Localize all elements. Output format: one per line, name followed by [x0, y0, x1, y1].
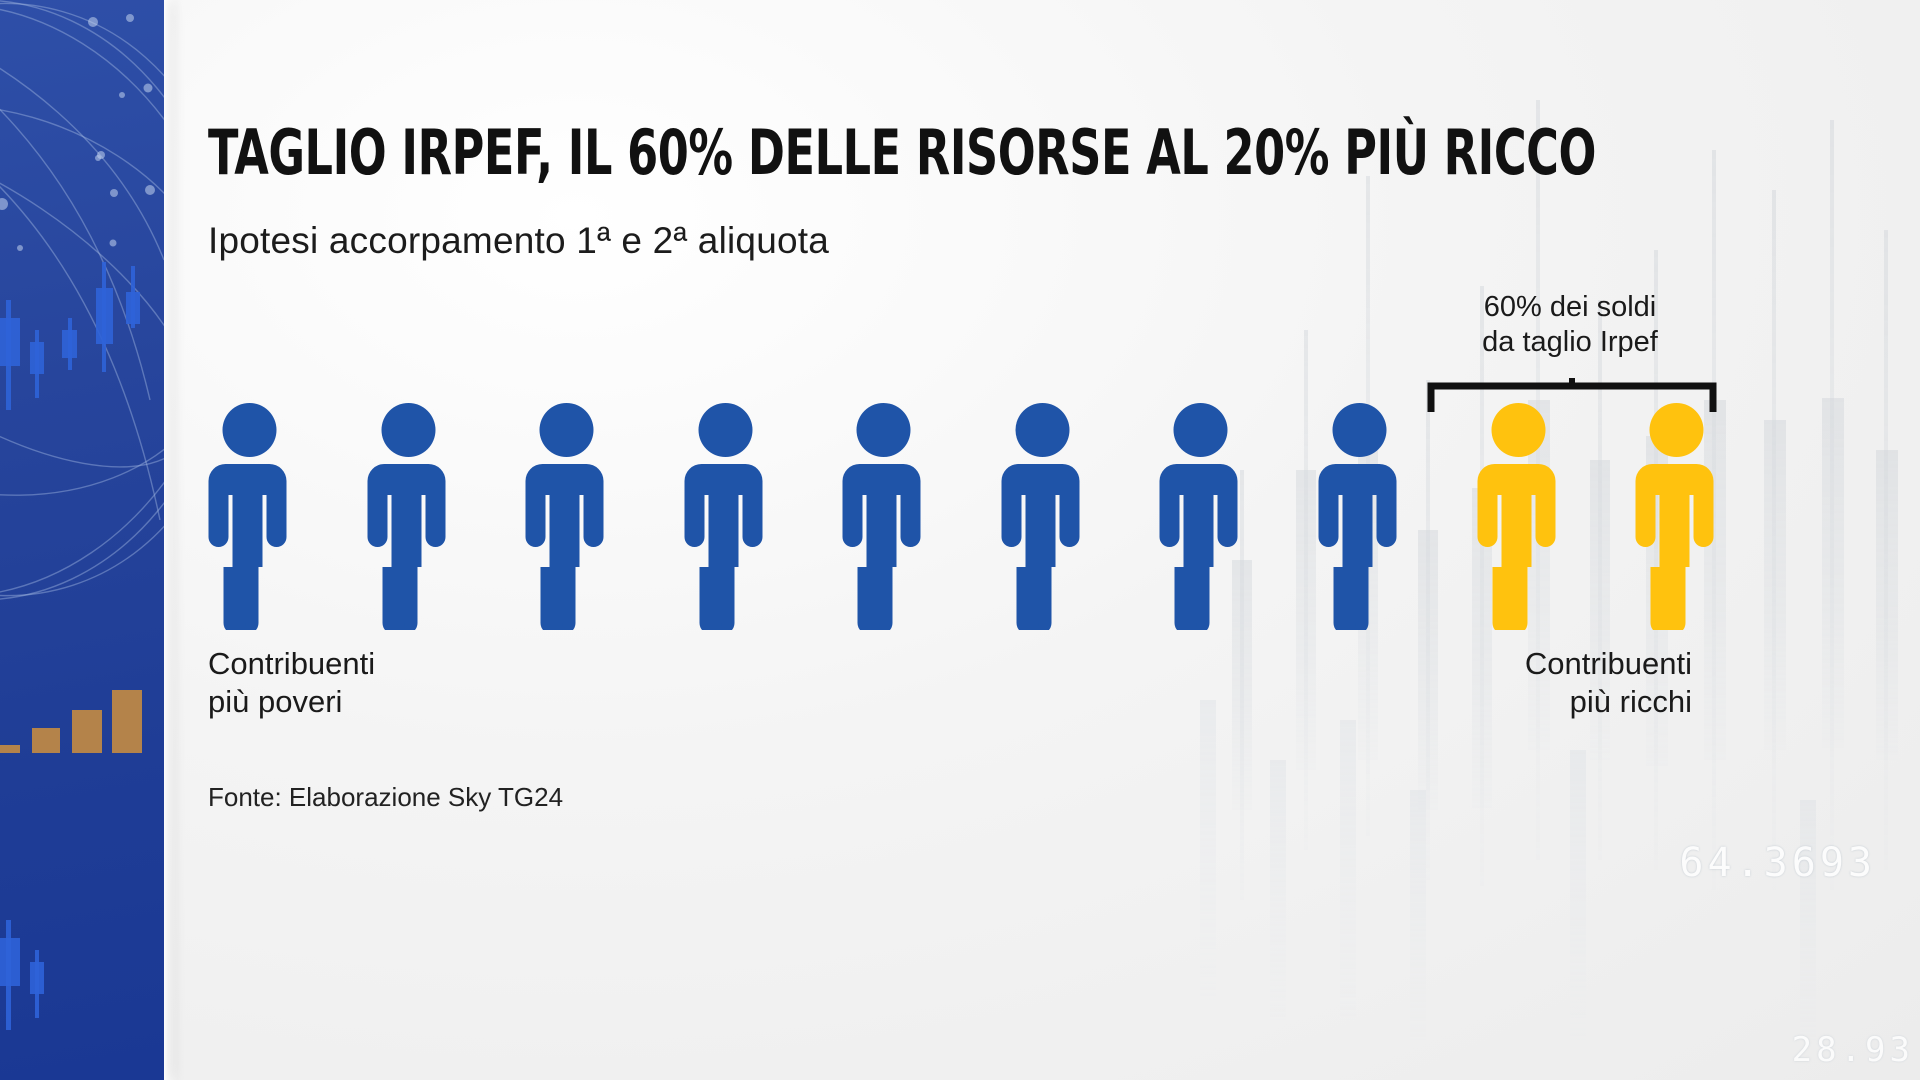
label-poorest-line-2: più poveri	[208, 683, 343, 719]
source-note: Fonte: Elaborazione Sky TG24	[208, 782, 564, 812]
label-richest-line-2: più ricchi	[1569, 683, 1692, 719]
callout-line-2: da taglio Irpef	[1482, 326, 1658, 359]
person-icon-poor-7	[1159, 403, 1238, 630]
person-icon-poor-2	[367, 403, 446, 630]
person-icon-poor-8	[1318, 403, 1397, 630]
page-subtitle: Ipotesi accorpamento 1ª e 2ª aliquota	[208, 220, 830, 261]
person-icon-rich-1	[1477, 403, 1555, 630]
sidebar-globe-graphic	[0, 0, 164, 1030]
pictogram-row	[198, 400, 1728, 630]
sidebar-edge-highlight	[164, 0, 178, 1080]
person-icon-poor-4	[684, 403, 763, 630]
person-icon-rich-2	[1635, 403, 1714, 630]
background-digits-readout: 64.3693	[1679, 840, 1876, 886]
label-richest-line-1: Contribuenti	[1524, 646, 1692, 681]
callout-label: 60% dei soldi da taglio Irpef	[1420, 290, 1720, 361]
label-poorest-line-1: Contribuenti	[208, 646, 376, 681]
label-poorest-taxpayers: Contribuenti più poveri	[208, 645, 375, 721]
page-title: TAGLIO IRPEF, IL 60% DELLE RISORSE AL 20…	[208, 116, 1597, 189]
person-icon-poor-3	[525, 403, 604, 630]
person-icon-poor-6	[1001, 403, 1080, 630]
person-icon-poor-5	[842, 403, 921, 630]
background-digits-readout-secondary: 28.93	[1791, 1030, 1914, 1070]
person-icon-poor-1	[208, 403, 287, 630]
left-decorative-sidebar	[0, 0, 164, 1080]
callout-bracket	[1427, 378, 1717, 412]
callout-line-1: 60% dei soldi	[1483, 291, 1657, 323]
label-richest-taxpayers: Contribuenti più ricchi	[1525, 645, 1692, 721]
